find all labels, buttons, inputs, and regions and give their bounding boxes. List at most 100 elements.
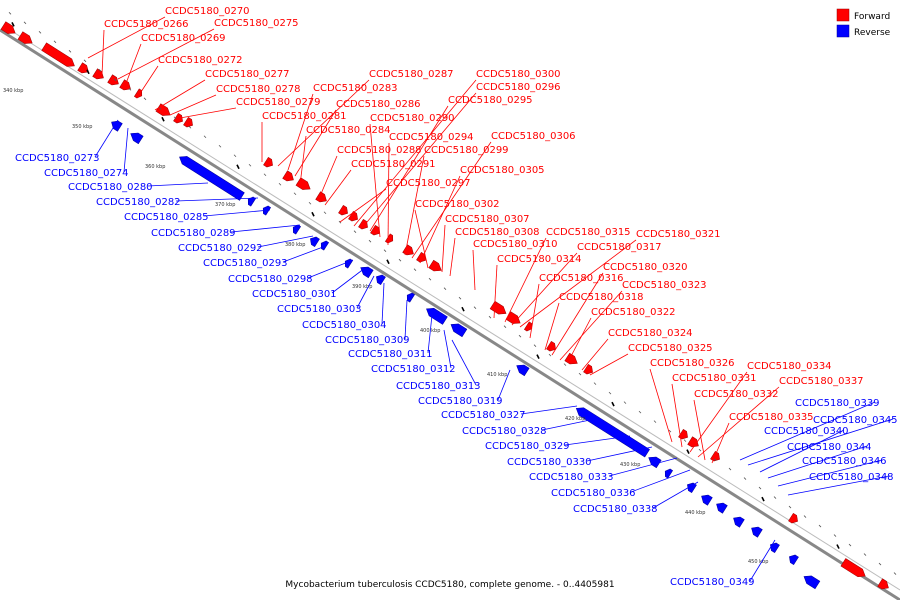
scale-dash [473,306,477,309]
reverse-gene-label: CCDC5180_0313 [396,381,481,392]
forward-gene-arrow [687,436,699,448]
forward-gene-label: CCDC5180_0296 [476,82,561,93]
forward-leader-line [493,264,498,319]
reverse-leader-line [451,339,477,386]
major-tick-mark [236,164,240,170]
reverse-leader-line [767,445,868,479]
scale-dash [833,534,837,537]
reverse-gene-label: CCDC5180_0345 [813,415,898,426]
forward-gene-label: CCDC5180_0332 [694,389,779,400]
reverse-leader-line [257,235,314,248]
forward-leader-line [511,252,578,326]
reverse-gene-arrow [516,364,530,377]
reverse-leader-line [230,224,301,233]
reverse-leader-line [282,246,324,263]
major-tick-mark [161,116,165,122]
legend: Forward Reverse [836,8,891,38]
forward-gene-arrow [92,68,104,80]
scale-dash [353,230,357,233]
reverse-gene-label: CCDC5180_0312 [371,364,456,375]
forward-gene-label: CCDC5180_0269 [141,33,226,44]
forward-gene-label: CCDC5180_0308 [455,227,540,238]
forward-leader-line [169,94,217,116]
forward-gene-arrow [840,558,866,578]
scale-dash [323,211,327,215]
forward-gene-label: CCDC5180_0317 [577,242,662,253]
forward-gene-arrow [505,311,521,324]
scale-tick-label: 340 kbp [3,88,23,94]
reverse-leader-line [404,299,408,340]
forward-gene-label: CCDC5180_0323 [622,280,707,291]
scale-dash [203,135,207,139]
scale-dash [668,429,672,433]
forward-leader-line [559,290,623,361]
forward-gene-label: CCDC5180_0290 [370,113,455,124]
forward-gene-label: CCDC5180_0278 [216,84,301,95]
reverse-gene-arrow [376,274,386,286]
reverse-gene-label: CCDC5180_0285 [124,212,209,223]
forward-gene-arrow [678,428,688,440]
reverse-leader-line [787,475,890,496]
forward-gene-label: CCDC5180_0322 [591,307,676,318]
forward-gene-arrow [77,62,89,74]
reverse-gene-arrow [664,468,674,479]
scale-dash [128,88,132,91]
forward-leader-line [117,28,215,80]
scale-tick-label: 450 kbp [748,559,768,565]
forward-leader-line [589,353,629,376]
forward-leader-line [361,92,477,229]
forward-leader-line [693,399,706,461]
forward-leader-line [101,29,105,76]
reverse-gene-label: CCDC5180_0338 [573,504,658,515]
reverse-gene-arrow [179,156,245,201]
forward-gene-arrow [0,21,16,34]
forward-gene-arrow [370,224,380,236]
forward-gene-arrow [282,170,294,182]
scale-dash [638,410,642,414]
forward-leader-line [419,175,461,264]
reverse-gene-arrow [310,236,320,248]
scale-tick-label: 410 kbp [487,372,507,378]
forward-leader-line [277,79,370,167]
reverse-leader-line [759,429,845,473]
forward-leader-line [414,209,429,269]
forward-leader-line [504,237,547,323]
forward-leader-line [472,249,476,291]
reverse-gene-label: CCDC5180_0336 [551,488,636,499]
scale-dash [8,12,12,15]
legend-forward-swatch [836,8,850,22]
scale-dash [623,401,627,404]
reverse-gene-label: CCDC5180_0298 [228,274,313,285]
reverse-gene-arrow [111,120,123,132]
reverse-gene-arrow [648,456,662,469]
genome-backbone-outer [9,29,900,591]
reverse-leader-line [94,119,119,158]
scale-dash [443,287,447,290]
forward-gene-label: CCDC5180_0284 [306,125,391,136]
forward-leader-line [544,302,560,351]
legend-reverse-swatch [836,24,850,38]
scale-tick-label: 360 kbp [145,164,165,170]
scale-dash [188,125,192,129]
forward-gene-label: CCDC5180_0272 [158,55,243,66]
forward-leader-line [671,383,683,448]
scale-tick-label: 440 kbp [685,510,705,516]
reverse-leader-line [749,539,776,582]
forward-gene-label: CCDC5180_0299 [424,145,509,156]
forward-gene-arrow [338,204,348,216]
reverse-leader-line [739,401,876,461]
forward-leader-line [287,93,314,171]
scale-dash [863,553,867,556]
forward-arrows [0,21,889,590]
reverse-gene-arrow [575,407,650,458]
reverse-gene-label: CCDC5180_0328 [462,426,547,437]
forward-gene-label: CCDC5180_0335 [729,412,814,423]
forward-gene-label: CCDC5180_0315 [546,227,631,238]
reverse-gene-label: CCDC5180_0346 [802,456,887,467]
forward-leader-line [353,79,477,227]
forward-leader-line [317,155,338,202]
scale-dash [653,420,657,423]
forward-gene-arrow [155,103,171,116]
reverse-leader-line [497,369,511,401]
reverse-gene-label: CCDC5180_0301 [252,289,337,300]
